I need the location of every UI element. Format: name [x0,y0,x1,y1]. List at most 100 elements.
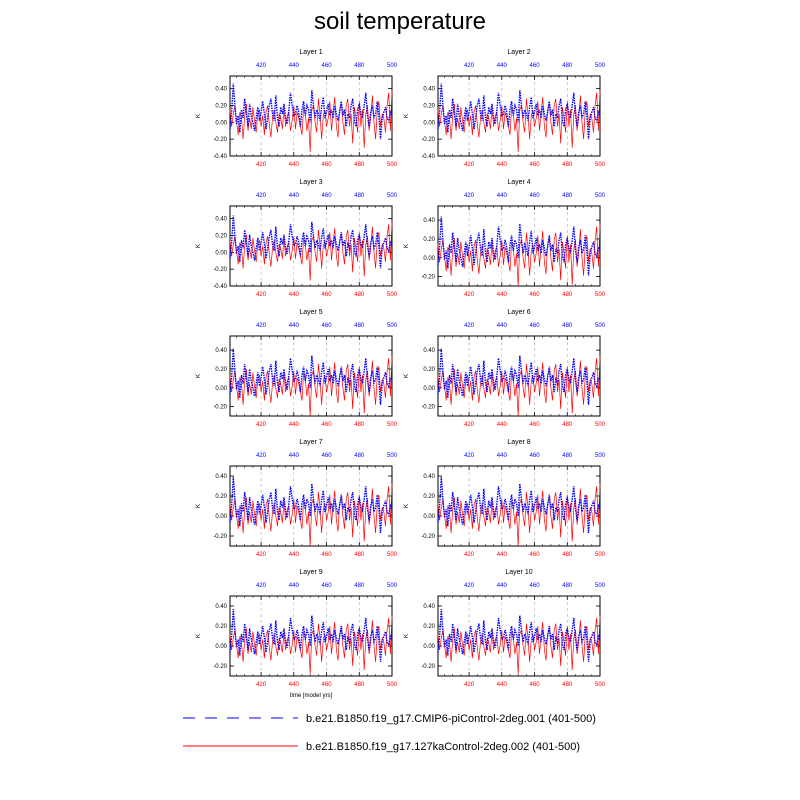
panel-title: Layer 6 [507,309,530,316]
x-tick-label-bottom: 480 [354,552,365,558]
y-axis-label: K [404,244,410,248]
series-line-piControl [437,609,601,663]
series-line-piControl [229,348,393,405]
x-tick-label-bottom: 480 [562,422,573,428]
x-tick-label-bottom: 440 [289,422,300,428]
x-tick-label-top: 480 [562,323,573,329]
x-tick-label-top: 440 [497,323,508,329]
series-line-127ka [229,355,393,417]
x-tick-label-bottom: 420 [256,552,267,558]
panel-title: Layer 1 [299,49,322,56]
x-tick-label-bottom: 440 [289,682,300,688]
x-tick-label-top: 460 [530,323,541,329]
x-tick-label-bottom: 440 [289,162,300,168]
panel-frame [229,75,393,157]
series-line-piControl [229,215,393,269]
panel-title: Layer 4 [507,179,530,186]
y-tick-label: 0.20 [423,367,435,373]
x-tick-label-bottom: 480 [562,292,573,298]
y-tick-label: 0.20 [215,494,227,500]
y-axis-label: K [404,114,410,118]
x-tick-label-bottom: 420 [464,162,475,168]
x-tick-label-top: 500 [387,323,398,329]
x-tick-label-bottom: 460 [322,162,333,168]
x-tick-label-bottom: 480 [562,682,573,688]
series-line-127ka [437,483,601,546]
x-tick-label-bottom: 440 [497,422,508,428]
x-tick-label-bottom: 480 [354,292,365,298]
x-tick-label-top: 420 [464,193,475,199]
y-tick-label: 0.00 [215,514,227,520]
x-tick-label-top: 480 [354,63,365,69]
x-tick-label-bottom: 440 [497,162,508,168]
x-tick-label-bottom: 460 [322,422,333,428]
y-tick-label: 0.00 [215,250,227,256]
x-tick-label-bottom: 420 [464,292,475,298]
x-tick-label-bottom: 460 [530,292,541,298]
y-tick-label: -0.20 [213,664,227,670]
x-tick-label-top: 440 [289,193,300,199]
y-tick-label: 0.40 [423,604,435,610]
chart-title: soil temperature [313,8,487,35]
x-tick-label-top: 420 [256,63,267,69]
x-tick-label-top: 500 [595,193,606,199]
y-tick-label: 0.20 [215,233,227,239]
panel-title: Layer 3 [299,179,322,186]
x-tick-label-top: 480 [562,193,573,199]
panel-frame [229,205,393,287]
x-tick-label-top: 480 [562,453,573,459]
y-tick-label: 0.00 [423,120,435,126]
y-tick-label: 0.00 [423,386,435,392]
y-tick-label: 0.40 [215,87,227,93]
x-tick-label-top: 440 [497,583,508,589]
series-line-127ka [229,615,393,675]
x-tick-label-bottom: 500 [595,292,606,298]
x-tick-label-bottom: 500 [387,162,398,168]
x-tick-label-top: 460 [322,583,333,589]
y-axis-label: K [196,374,202,378]
panel-title: Layer 5 [299,309,322,316]
y-axis-label: K [196,244,202,248]
series-line-127ka [229,483,393,546]
x-tick-label-bottom: 480 [562,162,573,168]
x-tick-label-top: 420 [464,453,475,459]
y-axis-label: K [196,504,202,508]
panel-title: Layer 8 [507,439,530,446]
x-tick-label-top: 440 [289,583,300,589]
y-tick-label: 0.40 [215,348,227,354]
x-tick-label-top: 420 [256,453,267,459]
x-tick-label-top: 480 [562,63,573,69]
x-tick-label-bottom: 460 [530,162,541,168]
x-tick-label-bottom: 460 [530,552,541,558]
y-axis-label: K [404,504,410,508]
series-line-piControl [229,609,393,663]
x-tick-label-top: 500 [595,63,606,69]
x-tick-label-bottom: 480 [354,422,365,428]
x-tick-label-top: 420 [256,193,267,199]
x-tick-label-bottom: 460 [322,552,333,558]
y-tick-label: 0.00 [215,120,227,126]
series-line-127ka [437,90,601,152]
x-tick-label-bottom: 440 [289,292,300,298]
x-tick-label-top: 440 [497,193,508,199]
x-tick-label-bottom: 480 [562,552,573,558]
x-tick-label-top: 460 [322,453,333,459]
x-tick-label-bottom: 440 [497,682,508,688]
y-tick-label: -0.20 [213,534,227,540]
x-tick-label-bottom: 420 [464,552,475,558]
panel-title: Layer 7 [299,439,322,446]
x-tick-label-top: 500 [387,63,398,69]
x-tick-label-bottom: 480 [354,682,365,688]
x-tick-label-top: 480 [562,583,573,589]
x-tick-label-top: 480 [354,193,365,199]
x-tick-label-bottom: 440 [497,292,508,298]
y-tick-label: 0.40 [423,218,435,224]
legend-label-127ka: b.e21.B1850.f19_g17.127kaControl-2deg.00… [306,741,580,753]
x-tick-label-bottom: 500 [595,682,606,688]
series-line-piControl [229,83,393,140]
x-tick-label-bottom: 440 [497,552,508,558]
x-tick-label-top: 420 [464,323,475,329]
y-tick-label: 0.40 [215,604,227,610]
x-tick-label-top: 420 [464,63,475,69]
